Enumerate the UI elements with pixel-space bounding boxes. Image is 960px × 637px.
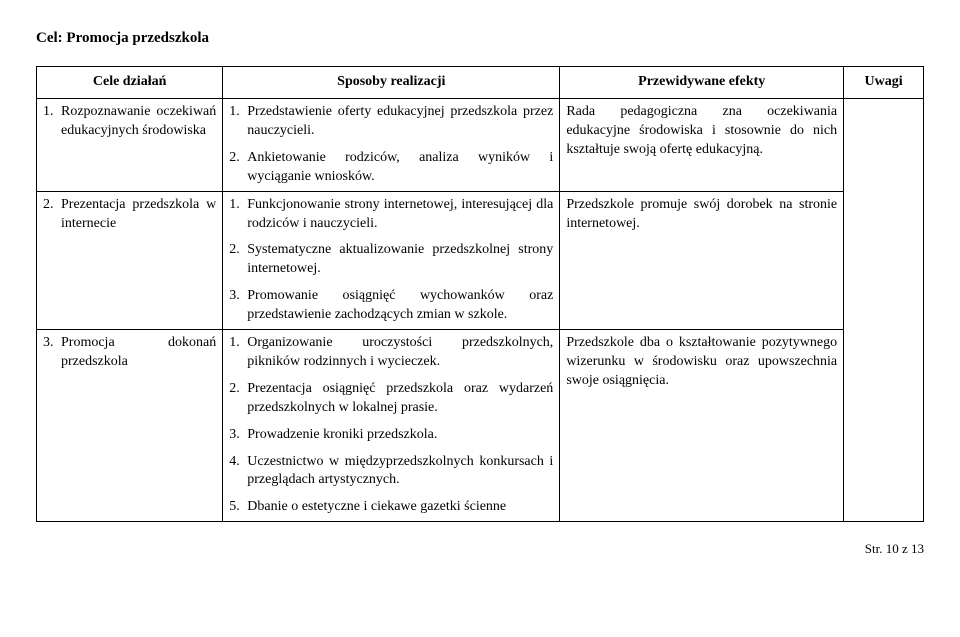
cell-cele: 2. Prezentacja przedszkola w internecie [37, 191, 223, 329]
cell-efekty: Przedszkole promuje swój dorobek na stro… [560, 191, 844, 329]
cell-cele: 1. Rozpoznawanie oczekiwań edukacyjnych … [37, 99, 223, 192]
col-header-uwagi: Uwagi [844, 67, 924, 99]
table-row: 1. Rozpoznawanie oczekiwań edukacyjnych … [37, 99, 924, 192]
sposoby-num: 2. [229, 380, 247, 418]
col-header-cele: Cele działań [37, 67, 223, 99]
sposoby-num: 1. [229, 103, 247, 141]
cele-text: Promocja dokonań przedszkola [61, 334, 216, 372]
sposoby-text: Ankietowanie rodziców, analiza wyników i… [247, 149, 553, 187]
sposoby-num: 2. [229, 241, 247, 279]
sposoby-num: 5. [229, 498, 247, 517]
cele-text: Prezentacja przedszkola w internecie [61, 196, 216, 234]
sposoby-text: Dbanie o estetyczne i ciekawe gazetki śc… [247, 498, 553, 517]
page-footer: Str. 10 z 13 [36, 540, 924, 558]
cele-number: 2. [43, 196, 61, 234]
page-heading: Cel: Promocja przedszkola [36, 28, 924, 48]
cell-sposoby: 1. Organizowanie uroczystości przedszkol… [223, 330, 560, 522]
sposoby-text: Organizowanie uroczystości przedszkolnyc… [247, 334, 553, 372]
col-header-sposoby: Sposoby realizacji [223, 67, 560, 99]
cell-cele: 3. Promocja dokonań przedszkola [37, 330, 223, 522]
sposoby-text: Prowadzenie kroniki przedszkola. [247, 426, 553, 445]
cell-efekty: Przedszkole dba o kształtowanie pozytywn… [560, 330, 844, 522]
table-header-row: Cele działań Sposoby realizacji Przewidy… [37, 67, 924, 99]
sposoby-num: 1. [229, 196, 247, 234]
cele-text: Rozpoznawanie oczekiwań edukacyjnych śro… [61, 103, 216, 141]
sposoby-text: Prezentacja osiągnięć przedszkola oraz w… [247, 380, 553, 418]
sposoby-text: Systematyczne aktualizowanie przedszkoln… [247, 241, 553, 279]
col-header-efekty: Przewidywane efekty [560, 67, 844, 99]
cell-sposoby: 1. Funkcjonowanie strony internetowej, i… [223, 191, 560, 329]
sposoby-num: 3. [229, 426, 247, 445]
sposoby-num: 1. [229, 334, 247, 372]
sposoby-num: 3. [229, 287, 247, 325]
sposoby-text: Przedstawienie oferty edukacyjnej przeds… [247, 103, 553, 141]
cell-uwagi [844, 99, 924, 522]
table-row: 3. Promocja dokonań przedszkola 1. Organ… [37, 330, 924, 522]
table-row: 2. Prezentacja przedszkola w internecie … [37, 191, 924, 329]
sposoby-num: 4. [229, 453, 247, 491]
cele-number: 1. [43, 103, 61, 141]
sposoby-text: Uczestnictwo w międzyprzedszkolnych konk… [247, 453, 553, 491]
main-table: Cele działań Sposoby realizacji Przewidy… [36, 66, 924, 522]
cele-number: 3. [43, 334, 61, 372]
cell-efekty: Rada pedagogiczna zna oczekiwania edukac… [560, 99, 844, 192]
sposoby-text: Funkcjonowanie strony internetowej, inte… [247, 196, 553, 234]
cell-sposoby: 1. Przedstawienie oferty edukacyjnej prz… [223, 99, 560, 192]
sposoby-num: 2. [229, 149, 247, 187]
sposoby-text: Promowanie osiągnięć wychowanków oraz pr… [247, 287, 553, 325]
